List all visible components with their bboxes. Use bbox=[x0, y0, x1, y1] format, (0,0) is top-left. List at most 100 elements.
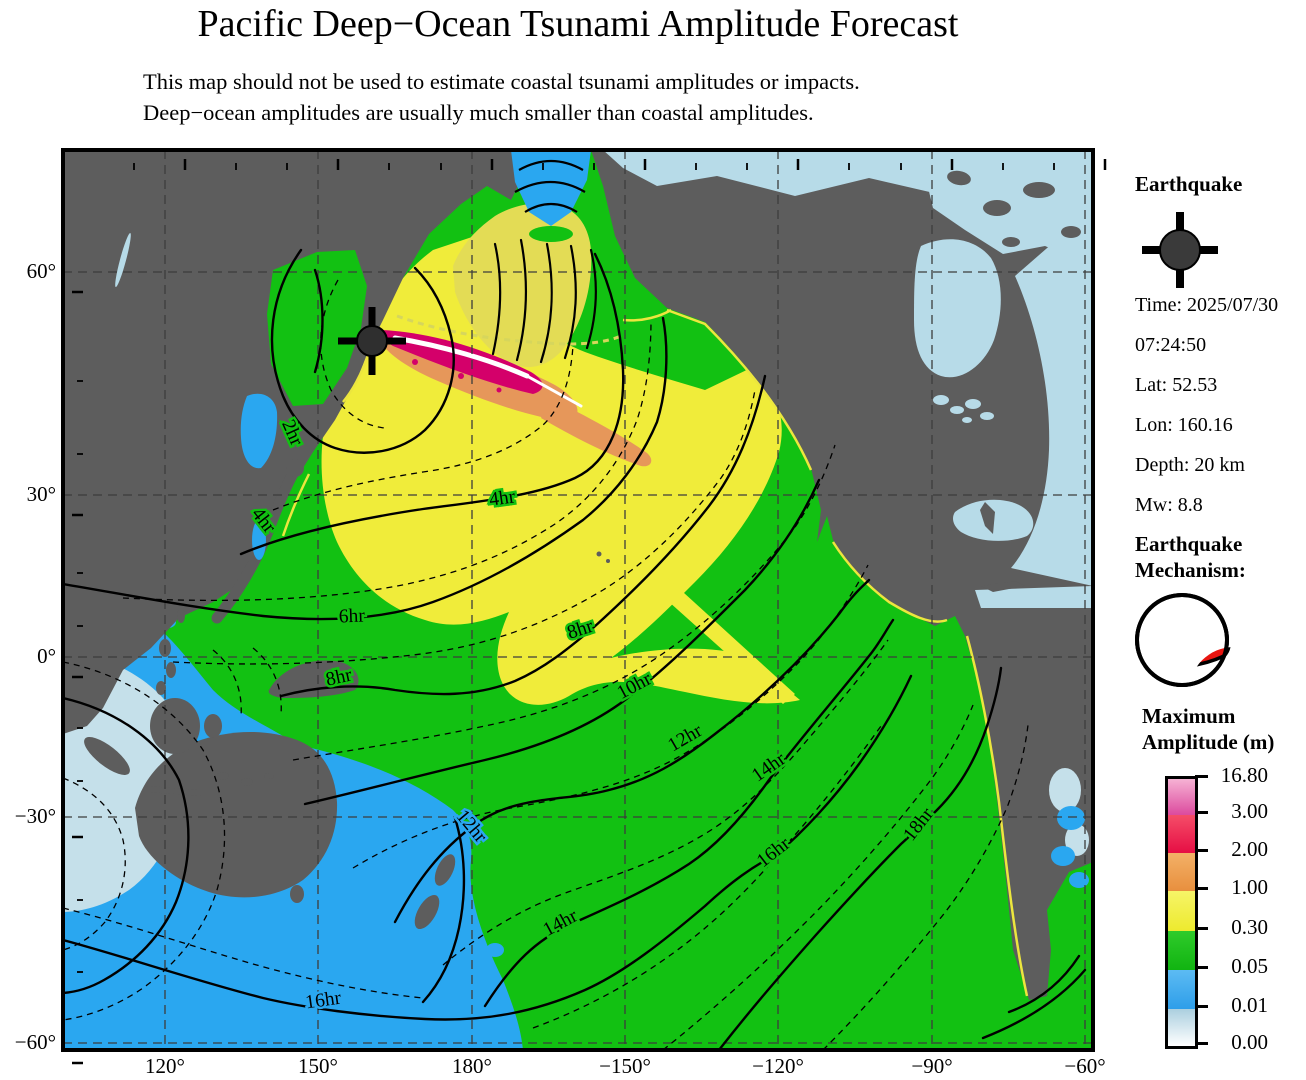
new-zealand-south bbox=[414, 894, 440, 930]
colorbar-tick bbox=[1195, 811, 1208, 814]
contour-4hr bbox=[239, 252, 625, 556]
borneo bbox=[150, 698, 200, 754]
colorbar-label: 0.01 bbox=[1231, 993, 1268, 1017]
colorbar-tick bbox=[1195, 1005, 1208, 1008]
sea-of-okhotsk bbox=[267, 250, 367, 406]
x-axis-label: 180° bbox=[452, 1054, 492, 1078]
islands-over-water bbox=[947, 170, 1081, 592]
colorbar-label: 0.00 bbox=[1231, 1030, 1268, 1054]
colorbar-tick bbox=[1195, 1042, 1208, 1045]
atlantic-ocean bbox=[1011, 208, 1093, 586]
epicenter-marker bbox=[338, 307, 406, 375]
page-title: Pacific Deep−Ocean Tsunami Amplitude For… bbox=[197, 3, 959, 45]
x-axis-label: −90° bbox=[911, 1054, 953, 1078]
y-axis-label: 0° bbox=[37, 644, 56, 668]
caribbean-sea bbox=[975, 586, 1093, 608]
lake-baikal bbox=[115, 232, 131, 288]
mechanism-heading-line1: Earthquake bbox=[1135, 532, 1243, 556]
contour-8hr bbox=[279, 374, 767, 698]
contours-solid bbox=[63, 238, 1087, 1050]
java bbox=[147, 786, 201, 796]
contour-18hr bbox=[717, 666, 1003, 1050]
colorbar-label: 2.00 bbox=[1231, 837, 1268, 861]
tsunami-forecast-map: 2hr4hr4hr6hr8hr8hr10hr12hr12hr14hr14hr16… bbox=[61, 148, 1107, 1065]
colorbar-tick bbox=[1195, 775, 1208, 778]
asia-landmass bbox=[63, 150, 525, 734]
hokkaido bbox=[286, 459, 304, 477]
eq-time-line2: 07:24:50 bbox=[1135, 334, 1207, 356]
colorbar-segment-pink bbox=[1168, 779, 1195, 815]
map-inner: 2hr4hr4hr6hr8hr8hr10hr12hr12hr14hr14hr16… bbox=[61, 148, 1107, 1065]
colorbar-segment-green bbox=[1168, 931, 1195, 970]
x-axis-label: −60° bbox=[1064, 1054, 1106, 1078]
hawaii bbox=[596, 551, 602, 557]
new-zealand-north bbox=[434, 854, 456, 886]
colorbar-label: 16.80 bbox=[1220, 763, 1268, 787]
colorbar-label: 3.00 bbox=[1231, 799, 1268, 823]
contour-14hr bbox=[483, 618, 895, 1008]
contour-2hr bbox=[270, 248, 455, 454]
cuba bbox=[981, 581, 1025, 592]
coastal-runup-fringe bbox=[281, 308, 1029, 997]
eq-depth: Depth: 20 km bbox=[1135, 454, 1245, 476]
taiwan bbox=[177, 609, 185, 623]
eq-lon: Lon: 160.16 bbox=[1135, 414, 1233, 436]
japan-chain bbox=[211, 464, 301, 624]
y-axis-label: −30° bbox=[14, 804, 56, 828]
map-frame bbox=[61, 148, 1095, 1052]
high-amplitude-beam bbox=[375, 330, 652, 467]
x-axis-label: 150° bbox=[298, 1054, 338, 1078]
disclaimer-text: This map should not be used to estimate … bbox=[143, 66, 860, 128]
legend-heading-line2: Amplitude (m) bbox=[1142, 730, 1275, 754]
seward-shelf bbox=[529, 226, 573, 242]
patagonia-patches bbox=[1049, 768, 1091, 930]
axis-ticks bbox=[72, 159, 1107, 1065]
x-axis-label: −120° bbox=[752, 1054, 804, 1078]
colorbar-segment-blue bbox=[1168, 970, 1195, 1009]
colorbar-segment-yellow bbox=[1168, 891, 1195, 931]
earthquake-heading: Earthquake bbox=[1135, 172, 1243, 196]
mechanism-heading-line2: Mechanism: bbox=[1135, 558, 1246, 582]
contours-dashed bbox=[63, 279, 1029, 1050]
colorbar-label: 0.05 bbox=[1231, 954, 1268, 978]
contour-6hr bbox=[63, 316, 668, 621]
y-axis-label: −60° bbox=[14, 1030, 56, 1054]
contour-16hr bbox=[63, 674, 913, 1021]
tasmania bbox=[290, 885, 304, 903]
bering-strait-fan bbox=[511, 150, 591, 226]
legend-heading-line1: Maximum bbox=[1142, 704, 1236, 728]
x-axis-label: −150° bbox=[599, 1054, 651, 1078]
colorbar-tick bbox=[1195, 887, 1208, 890]
eq-time-line1: Time: 2025/07/30 bbox=[1135, 294, 1279, 316]
sulawesi bbox=[204, 714, 222, 738]
sea-of-japan-patch bbox=[240, 393, 278, 469]
colorbar-label: 0.30 bbox=[1231, 915, 1268, 939]
sumatra bbox=[84, 737, 130, 775]
contour-label: 4hr bbox=[488, 486, 517, 510]
eq-magnitude: Mw: 8.8 bbox=[1135, 494, 1203, 516]
x-axis-label: 120° bbox=[145, 1054, 185, 1078]
info-sidebar: Earthquake Time: 2025/07/30 07:24:50 Lat… bbox=[1128, 150, 1306, 1060]
contour-10hr bbox=[303, 478, 821, 806]
disclaimer-line-1: This map should not be used to estimate … bbox=[143, 69, 860, 94]
hudson-bay bbox=[914, 239, 1001, 378]
colorbar-segment-red bbox=[1168, 815, 1195, 853]
amplitude-colorbar bbox=[1165, 776, 1198, 1049]
y-axis-label: 30° bbox=[26, 482, 56, 506]
contour-label: 6hr bbox=[338, 606, 365, 628]
epicenter-legend-icon bbox=[1142, 212, 1218, 288]
focal-mechanism-beachball bbox=[1135, 593, 1231, 687]
y-axis-label: 60° bbox=[26, 259, 56, 283]
colorbar-segment-orange bbox=[1168, 853, 1195, 891]
colorbar-tick bbox=[1195, 966, 1208, 969]
australia-landmass bbox=[135, 731, 338, 898]
land-green-overlays bbox=[267, 226, 573, 406]
disclaimer-line-2: Deep−ocean amplitudes are usually much s… bbox=[143, 100, 814, 125]
aleutian-islands bbox=[396, 314, 622, 346]
colorbar-tick bbox=[1195, 849, 1208, 852]
colorbar-segment-white bbox=[1168, 1009, 1195, 1046]
colorbar-label: 1.00 bbox=[1231, 875, 1268, 899]
contour-12hr bbox=[393, 578, 871, 924]
florida bbox=[980, 502, 995, 534]
